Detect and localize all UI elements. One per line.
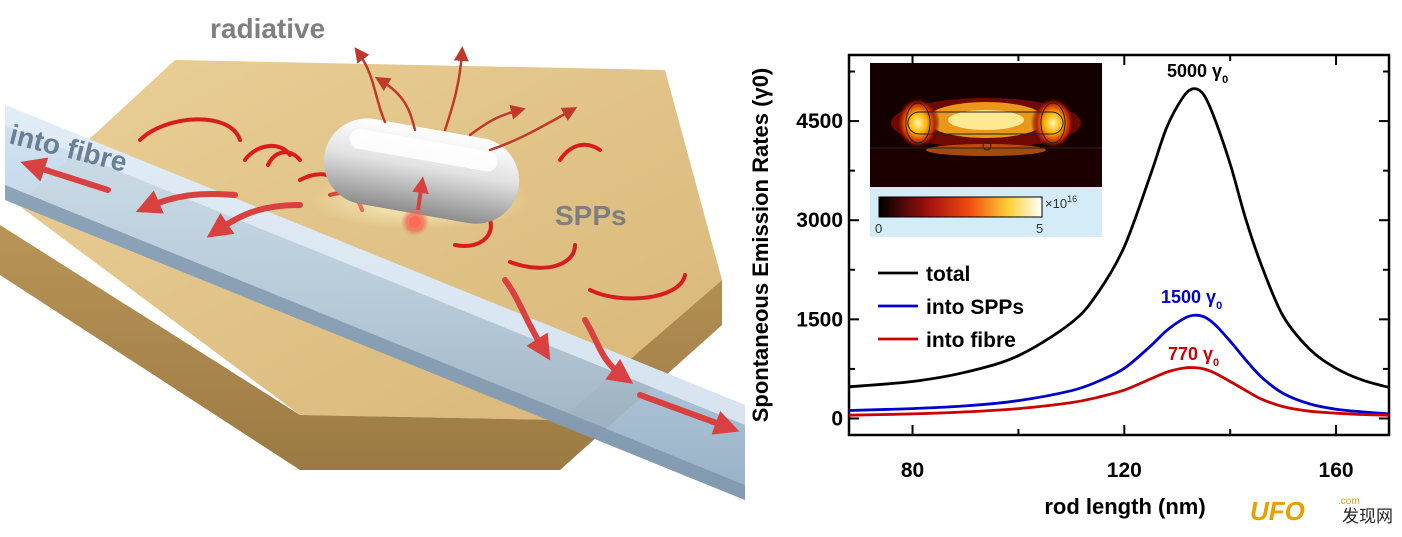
fibre-guided-arrows — [20, 157, 740, 435]
field-map-inset: 0 5 ×1016 — [870, 63, 1102, 237]
legend-label-total: total — [926, 263, 970, 286]
quantum-emitter — [401, 176, 429, 236]
colorbar-tick-0: 0 — [875, 221, 882, 236]
x-tick-label-120: 120 — [1107, 459, 1142, 482]
optical-fibre — [5, 105, 745, 500]
colorbar-unit: ×1016 — [1045, 194, 1077, 211]
peak-annotation-total: 5000 γ0 — [1167, 61, 1228, 86]
y-tick-label-0: 0 — [831, 407, 843, 430]
peak-annotation-fibre: 770 γ0 — [1168, 344, 1219, 369]
peak-annotation-spps: 1500 γ0 — [1161, 287, 1222, 312]
legend-label-into-fibre: into fibre — [926, 329, 1016, 352]
axis-tick-labels: 80 120 160 0 1500 3000 4500 — [796, 110, 1353, 482]
colorbar — [878, 196, 1043, 218]
x-tick-label-80: 80 — [901, 459, 924, 482]
y-tick-label-3000: 3000 — [796, 209, 843, 232]
series-line-into-spps — [849, 313, 1389, 416]
plot-frame — [847, 53, 1391, 437]
radiative-label: radiative — [210, 13, 325, 44]
site-watermark: UFO .com 发现网 — [1250, 492, 1400, 532]
legend: total into SPPs into fibre — [878, 263, 1024, 352]
watermark-tagline: 发现网 — [1342, 507, 1393, 527]
axis-ticks — [849, 55, 1389, 435]
spps-label: SPPs — [555, 200, 627, 231]
series-line-into-fibre — [849, 366, 1389, 417]
schematic-illustration: radiative into fibre SPPs — [0, 13, 745, 500]
watermark-domain: .com — [1338, 496, 1360, 507]
x-axis-label: rod length (nm) — [1044, 494, 1205, 519]
y-tick-label-1500: 1500 — [796, 308, 843, 331]
y-axis-label: Spontaneous Emission Rates (γ0) — [748, 68, 773, 423]
series-line-total — [849, 87, 1389, 389]
legend-label-into-spps: into SPPs — [926, 296, 1024, 319]
radiative-arrows — [354, 46, 578, 152]
x-tick-label-160: 160 — [1319, 459, 1354, 482]
y-tick-label-4500: 4500 — [796, 110, 843, 133]
emission-rate-chart: 80 120 160 0 1500 3000 4500 5000 γ0 1500 γ0 77… — [748, 53, 1391, 519]
colorbar-tick-5: 5 — [1036, 221, 1043, 236]
watermark-logo: UFO — [1250, 496, 1305, 526]
